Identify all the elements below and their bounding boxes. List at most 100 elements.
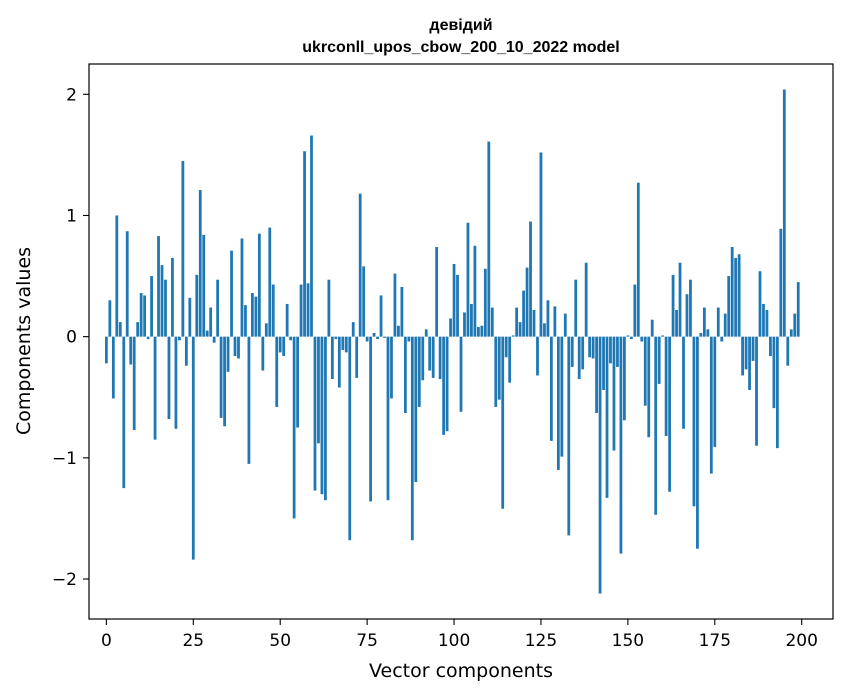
bar (772, 336, 776, 409)
bar (184, 336, 188, 366)
bar (709, 336, 713, 474)
y-tick-label: −1 (52, 449, 77, 469)
bar (417, 336, 421, 407)
chart-title-line-2: ukrconll_upos_cbow_200_10_2022 model (302, 39, 619, 56)
bar (758, 271, 762, 337)
bar (550, 336, 553, 441)
bar (195, 274, 199, 337)
bar (716, 307, 720, 337)
bar (292, 336, 296, 519)
bar (341, 336, 345, 350)
bar (626, 335, 630, 337)
bar (497, 336, 501, 400)
bar (202, 234, 206, 337)
bar (692, 336, 696, 507)
bar (104, 336, 108, 364)
x-tick-label: 100 (438, 631, 470, 651)
bar (494, 336, 498, 407)
bar (466, 222, 470, 337)
bar (400, 286, 404, 337)
bar (251, 293, 254, 337)
bar (640, 336, 644, 342)
bar (219, 336, 223, 418)
bar (755, 336, 758, 446)
x-tick-label: 150 (612, 631, 644, 651)
bar (355, 336, 359, 378)
bar (118, 322, 122, 337)
bar (459, 336, 463, 412)
bar (647, 336, 651, 438)
bar (386, 336, 390, 501)
bar (629, 336, 633, 340)
bar (160, 265, 164, 337)
bar (403, 336, 407, 413)
bar (476, 326, 480, 337)
bar (372, 333, 376, 337)
bar (122, 336, 126, 489)
bar (588, 336, 592, 358)
bar (623, 336, 626, 421)
bar (657, 336, 661, 384)
bar (782, 89, 786, 337)
bar (650, 319, 654, 337)
bar (261, 336, 265, 371)
bar (282, 336, 286, 357)
x-tick-label: 175 (699, 631, 731, 651)
bar (435, 246, 439, 337)
bar (226, 336, 230, 372)
bar (661, 335, 665, 337)
bar (473, 245, 477, 337)
bar (223, 336, 226, 427)
bar-series (104, 89, 800, 594)
bar (132, 336, 136, 430)
bar (619, 336, 623, 554)
bar (424, 329, 428, 337)
bar (605, 336, 609, 498)
bar (438, 336, 442, 380)
bar (744, 336, 748, 370)
bar (734, 257, 738, 337)
bar (581, 336, 585, 370)
bar (254, 296, 258, 337)
bar (727, 276, 731, 337)
bar (379, 295, 383, 337)
bar (344, 336, 348, 353)
bar (146, 336, 150, 340)
bar (247, 336, 251, 464)
bar (362, 266, 366, 337)
bar (365, 336, 369, 342)
bar (543, 323, 546, 337)
x-tick-label: 75 (356, 631, 378, 651)
bar (330, 336, 334, 380)
bar (536, 336, 539, 376)
bar (317, 336, 320, 444)
y-tick-label: 1 (66, 206, 77, 226)
bar (306, 283, 310, 337)
bar (285, 303, 289, 337)
bar (570, 336, 574, 367)
bar (671, 274, 675, 337)
bar (299, 284, 303, 337)
bar (504, 336, 508, 358)
bar (779, 228, 783, 337)
bar (296, 336, 299, 428)
bar (320, 336, 324, 495)
bar (706, 329, 710, 337)
bar (157, 236, 160, 337)
bar (171, 257, 174, 337)
bar (748, 336, 751, 390)
bar (702, 307, 706, 337)
x-tick-label: 50 (269, 631, 291, 651)
bar (428, 336, 432, 371)
bar (612, 336, 616, 451)
bar (786, 336, 790, 366)
bar (696, 336, 699, 549)
bar (567, 336, 571, 536)
bar (136, 322, 140, 337)
y-axis-label: Components values (13, 247, 35, 435)
bar (153, 336, 157, 440)
bar (390, 336, 393, 399)
x-axis-ticks: 0 25 50 75 100 125 150 175 200 (101, 619, 818, 651)
bar (609, 336, 612, 364)
